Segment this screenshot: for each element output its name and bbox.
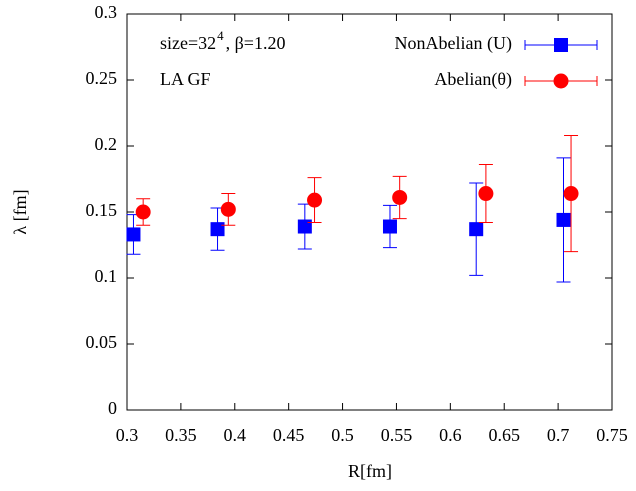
x-tick-label: 0.65 (488, 425, 520, 445)
data-point (126, 227, 141, 242)
data-point (556, 212, 571, 227)
legend-label: NonAbelian (U) (395, 33, 512, 54)
y-axis-label: λ [fm] (10, 189, 30, 234)
x-tick-label: 0.6 (439, 425, 462, 445)
legend-marker (554, 38, 568, 52)
y-tick-label: 0 (108, 398, 117, 418)
x-tick-label: 0.3 (116, 425, 139, 445)
y-tick-label: 0.2 (95, 134, 118, 154)
data-point (478, 186, 494, 202)
x-tick-label: 0.7 (547, 425, 570, 445)
data-point (392, 189, 408, 205)
x-tick-label: 0.55 (381, 425, 413, 445)
x-axis-label: R[fm] (348, 461, 392, 481)
data-point (220, 201, 236, 217)
y-tick-label: 0.05 (86, 332, 118, 352)
x-tick-label: 0.45 (273, 425, 305, 445)
x-tick-label: 0.75 (596, 425, 628, 445)
y-tick-label: 0.15 (86, 200, 118, 220)
annotation-superscript: 4 (217, 28, 224, 43)
annotation: LA GF (160, 69, 211, 89)
data-point (307, 192, 323, 208)
data-point (297, 219, 312, 234)
data-point (210, 222, 225, 237)
data-point (135, 204, 151, 220)
data-point (563, 186, 579, 202)
y-tick-label: 0.1 (95, 266, 118, 286)
data-point (382, 219, 397, 234)
annotation: , β=1.20 (226, 33, 286, 53)
annotation: size=32 (160, 33, 216, 53)
legend-marker (553, 73, 569, 89)
legend-label: Abelian(θ) (434, 69, 512, 90)
x-tick-label: 0.5 (331, 425, 354, 445)
y-tick-label: 0.25 (86, 68, 118, 88)
x-tick-label: 0.35 (165, 425, 197, 445)
y-tick-label: 0.3 (95, 2, 118, 22)
data-point (469, 222, 484, 237)
x-tick-label: 0.4 (224, 425, 247, 445)
